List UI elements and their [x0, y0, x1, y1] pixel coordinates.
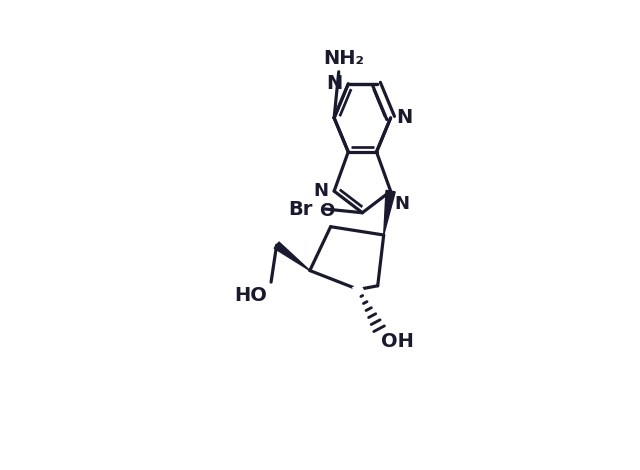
- Text: N: N: [326, 73, 342, 93]
- Text: N: N: [394, 195, 410, 213]
- Text: N: N: [396, 109, 412, 127]
- Polygon shape: [384, 190, 395, 235]
- Text: N: N: [314, 182, 328, 200]
- Text: Br: Br: [288, 200, 312, 219]
- Polygon shape: [274, 242, 310, 271]
- Text: OH: OH: [381, 332, 414, 352]
- Text: HO: HO: [234, 286, 268, 305]
- Text: O: O: [319, 202, 335, 220]
- Text: NH₂: NH₂: [323, 49, 364, 68]
